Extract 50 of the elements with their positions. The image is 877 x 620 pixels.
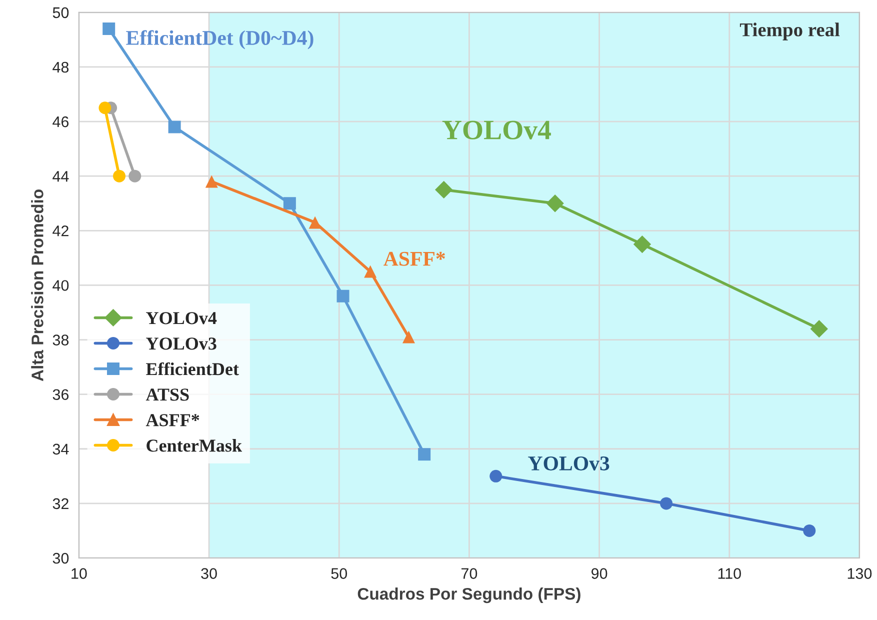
legend-label: YOLOv3 bbox=[146, 338, 216, 350]
y-tick-label: 40 bbox=[52, 280, 69, 291]
y-tick-label: 38 bbox=[52, 334, 69, 346]
point bbox=[810, 320, 828, 338]
point bbox=[336, 290, 350, 302]
x-tick-label: 70 bbox=[461, 568, 478, 579]
point bbox=[803, 524, 816, 537]
annotation: YOLOv4 bbox=[442, 120, 551, 140]
y-tick-label: 50 bbox=[52, 7, 69, 18]
x-tick-label: 30 bbox=[201, 568, 217, 579]
band-label: Tiempo real bbox=[740, 22, 840, 40]
legend-label: ATSS bbox=[146, 388, 189, 401]
y-tick-label: 32 bbox=[52, 498, 68, 510]
y-tick-label: 36 bbox=[52, 389, 69, 400]
y-tick-label: 42 bbox=[52, 226, 68, 236]
y-tick-label: 44 bbox=[52, 171, 69, 182]
point bbox=[434, 180, 453, 199]
legend-label: CenterMask bbox=[146, 439, 242, 452]
point bbox=[113, 170, 126, 182]
annotation: ASFF* bbox=[384, 252, 445, 266]
point bbox=[205, 175, 218, 188]
point bbox=[633, 235, 652, 254]
x-tick-label: 130 bbox=[848, 568, 872, 579]
point bbox=[98, 102, 112, 114]
point bbox=[102, 22, 116, 36]
annotation: YOLOv3 bbox=[528, 456, 610, 470]
point bbox=[546, 194, 564, 212]
point bbox=[364, 265, 377, 278]
point bbox=[308, 216, 322, 229]
point bbox=[490, 470, 502, 482]
point bbox=[168, 120, 181, 134]
x-tick-label: 90 bbox=[592, 568, 608, 579]
x-tick-label: 50 bbox=[331, 568, 348, 579]
point bbox=[402, 330, 415, 344]
annotation: EfficientDet (D0~D4) bbox=[126, 30, 314, 50]
y-tick-label: 48 bbox=[52, 62, 69, 73]
point bbox=[128, 170, 142, 182]
legend-label: YOLOv4 bbox=[146, 312, 217, 324]
y-tick-label: 34 bbox=[52, 444, 69, 455]
y-axis-title: Alta Precision Promedio bbox=[31, 190, 44, 382]
point bbox=[660, 497, 673, 510]
legend-label: EfficientDet bbox=[146, 362, 239, 376]
x-tick-label: 110 bbox=[718, 568, 741, 579]
legend-label: ASFF* bbox=[146, 414, 200, 426]
point bbox=[418, 448, 431, 461]
x-tick-label: 10 bbox=[72, 568, 87, 579]
x-axis-title: Cuadros Por Segundo (FPS) bbox=[358, 588, 580, 604]
y-tick-label: 30 bbox=[52, 552, 69, 564]
y-tick-label: 46 bbox=[52, 116, 69, 128]
point bbox=[283, 197, 296, 210]
